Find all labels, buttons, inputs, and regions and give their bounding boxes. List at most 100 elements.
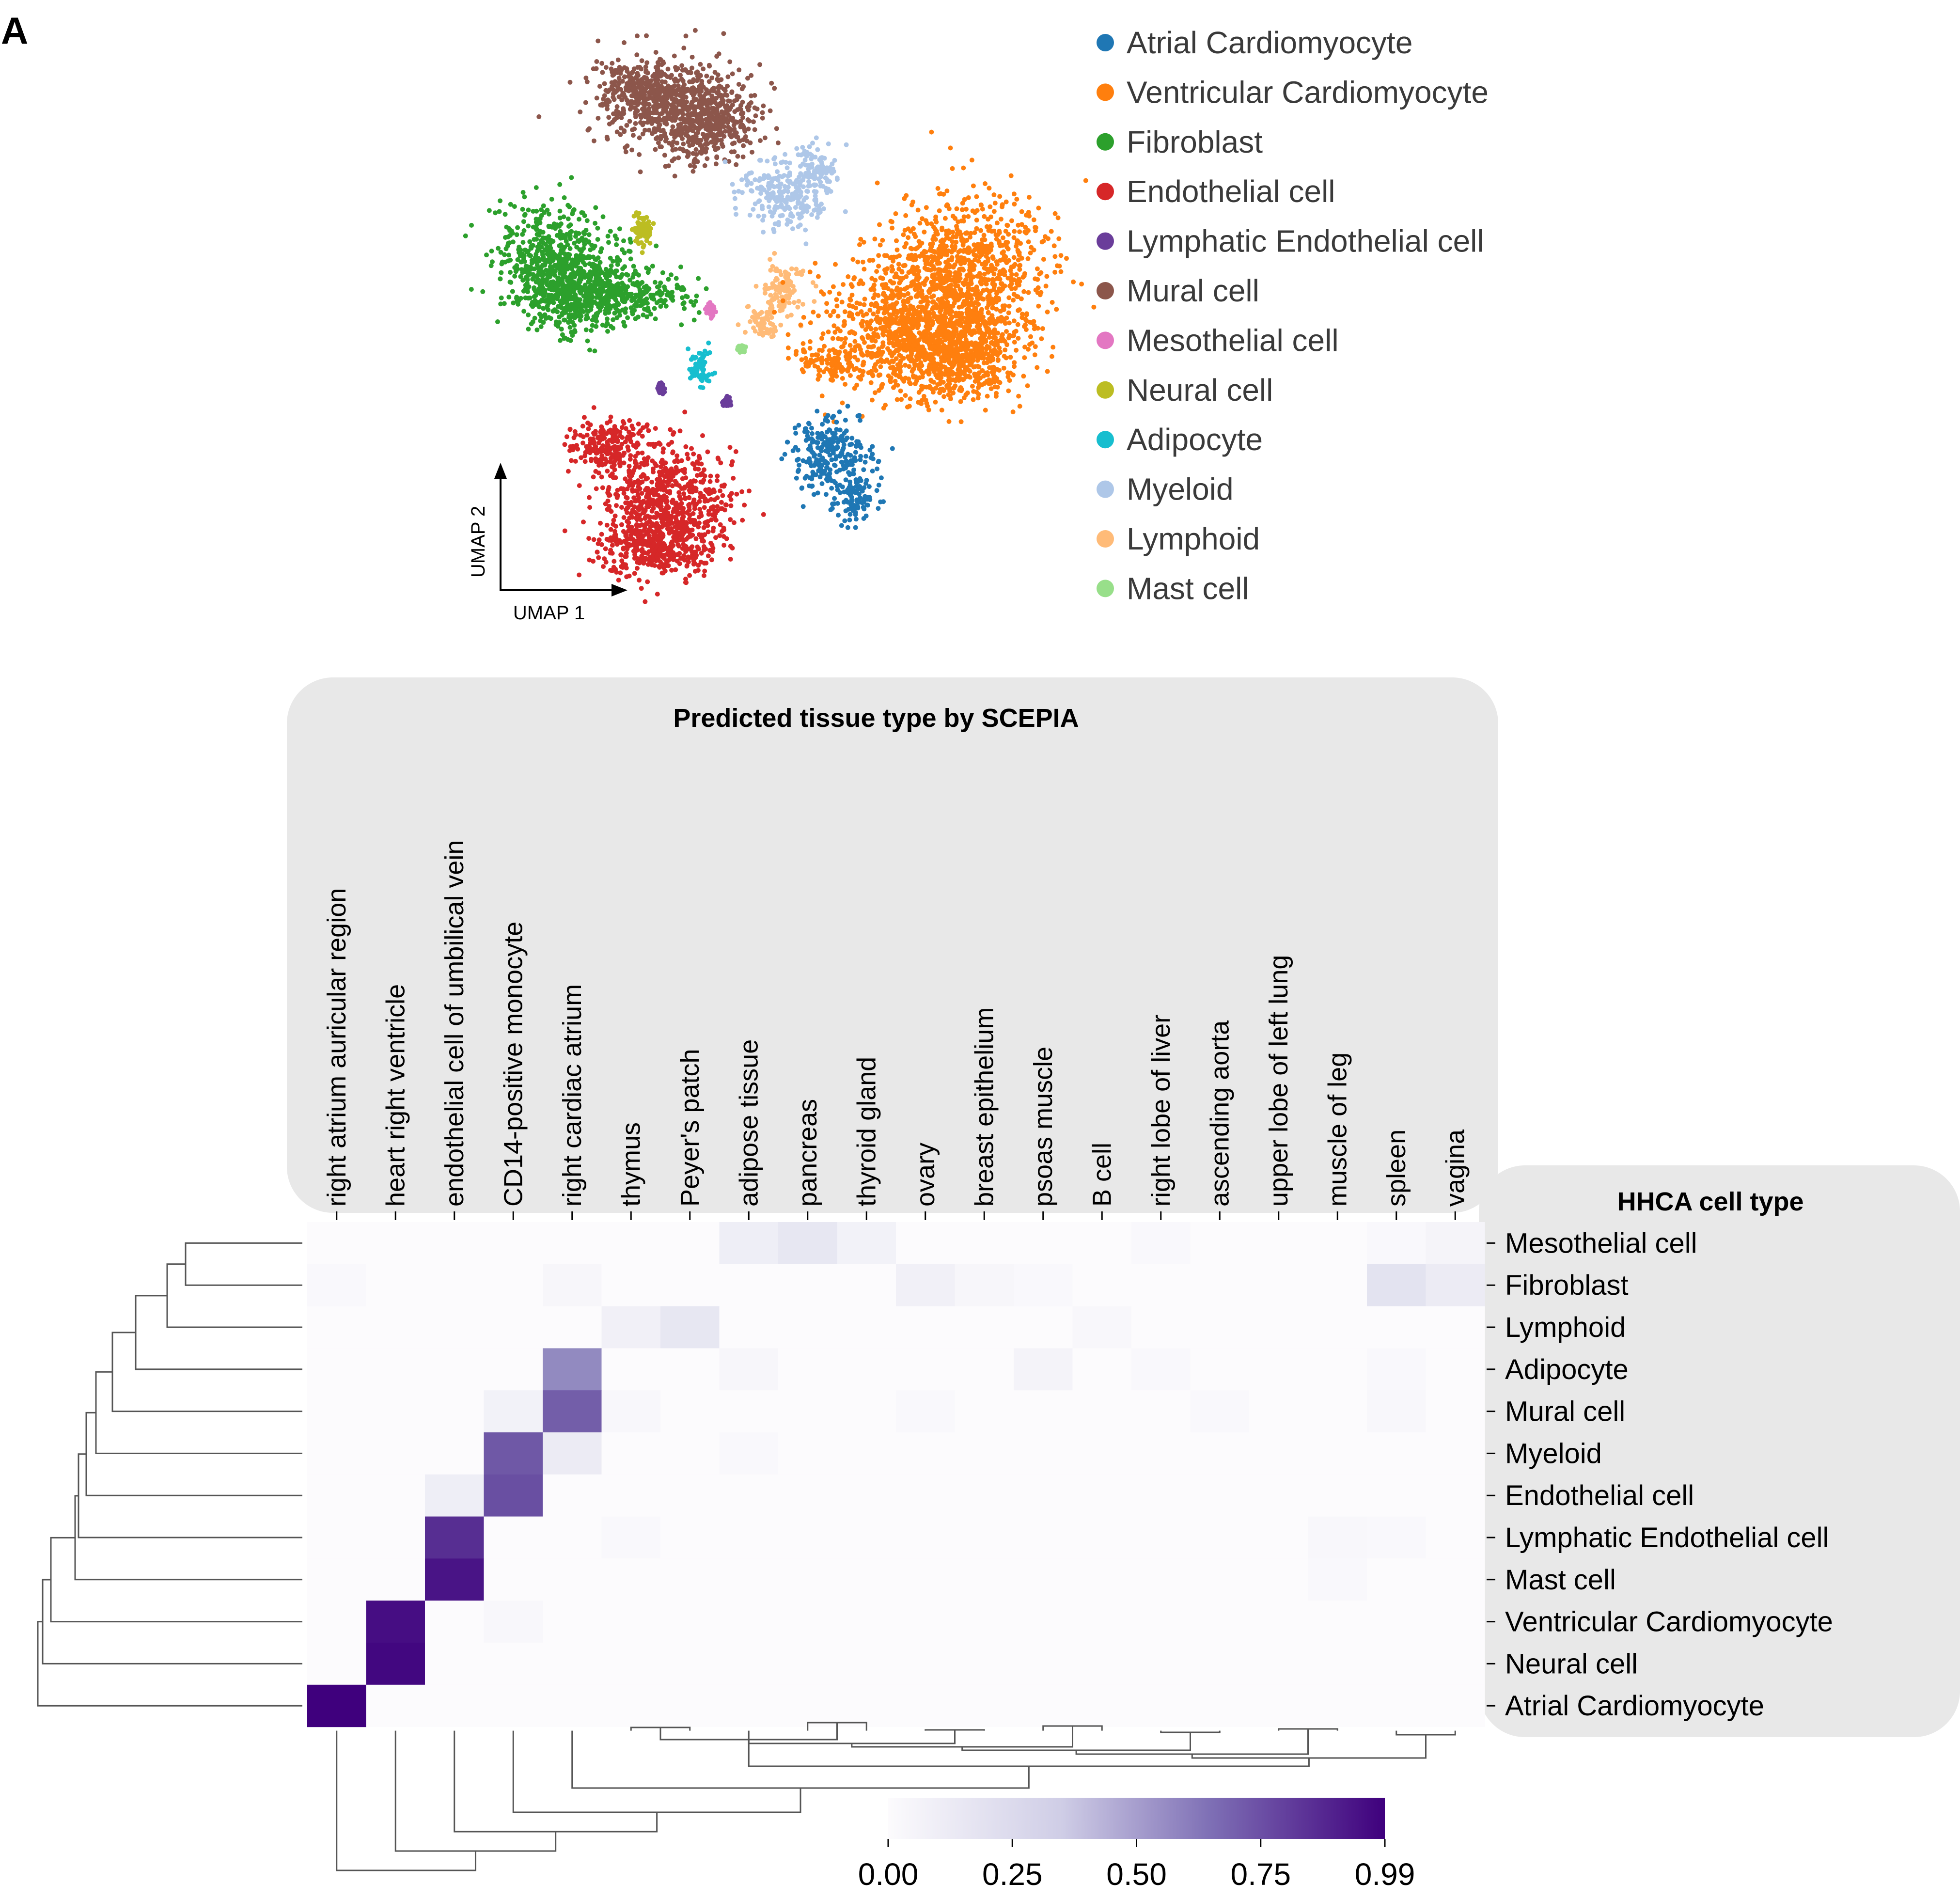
heatmap-cell — [307, 1643, 367, 1685]
heatmap-cell — [837, 1306, 896, 1349]
heatmap-cell — [307, 1474, 367, 1517]
heatmap-cell — [1014, 1264, 1073, 1307]
row-header-panel — [1479, 1165, 1960, 1737]
heatmap-cell — [837, 1222, 896, 1265]
heatmap-cell — [307, 1264, 367, 1307]
heatmap-cell — [1014, 1684, 1073, 1727]
row-label: Ventricular Cardiomyocyte — [1505, 1606, 1833, 1638]
heatmap-cell — [601, 1516, 661, 1559]
heatmap-cell — [1308, 1432, 1367, 1475]
legend-label: Adipocyte — [1127, 422, 1263, 457]
heatmap-cell — [425, 1306, 485, 1349]
heatmap-cell — [484, 1558, 543, 1601]
dendrogram-link — [135, 1295, 302, 1370]
column-label: right atrium auricular region — [322, 888, 351, 1207]
heatmap-cell — [1190, 1264, 1250, 1307]
legend-swatch — [1097, 530, 1114, 548]
heatmap-cell — [1249, 1390, 1309, 1433]
heatmap-cell — [1367, 1601, 1427, 1643]
heatmap-cell — [1072, 1348, 1132, 1391]
umap-axis-x-label: UMAP 1 — [513, 602, 585, 624]
heatmap-cell — [955, 1348, 1014, 1391]
panel-label: A — [1, 9, 28, 52]
heatmap-cell — [719, 1684, 779, 1727]
heatmap-cell — [778, 1601, 838, 1643]
heatmap-cell — [601, 1348, 661, 1391]
heatmap-cell — [1072, 1474, 1132, 1517]
heatmap-cell — [1190, 1601, 1250, 1643]
colorbar-tick-label: 0.75 — [1230, 1857, 1291, 1892]
heatmap-cell — [484, 1306, 543, 1349]
heatmap-cell — [896, 1558, 956, 1601]
heatmap-cell — [425, 1643, 485, 1685]
heatmap-cell — [778, 1348, 838, 1391]
legend-item: Adipocyte — [1097, 422, 1263, 457]
legend-swatch — [1097, 133, 1114, 151]
legend-label: Atrial Cardiomyocyte — [1127, 25, 1412, 60]
legend-swatch — [1097, 282, 1114, 299]
heatmap-cell — [1367, 1558, 1427, 1601]
heatmap-cell — [1014, 1432, 1073, 1475]
column-label: breast epithelium — [970, 1007, 999, 1207]
heatmap-cell — [837, 1516, 896, 1559]
heatmap-cell — [1367, 1348, 1427, 1391]
heatmap-cell — [1367, 1264, 1427, 1307]
legend-label: Lymphatic Endothelial cell — [1127, 224, 1484, 259]
heatmap-cell — [778, 1390, 838, 1433]
column-labels: right atrium auricular region heart right… — [322, 840, 1470, 1220]
legend-label: Myeloid — [1127, 472, 1234, 507]
heatmap-cell — [1190, 1516, 1250, 1559]
heatmap-cell — [1308, 1643, 1367, 1685]
dendrogram-link — [336, 1730, 476, 1871]
heatmap-cell — [1426, 1390, 1485, 1433]
heatmap-cell — [660, 1390, 720, 1433]
column-label: thyroid gland — [852, 1057, 881, 1207]
heatmap-cell — [484, 1601, 543, 1643]
heatmap-cell — [543, 1390, 602, 1433]
legend-item: Myeloid — [1097, 472, 1234, 507]
legend-item: Endothelial cell — [1097, 174, 1335, 209]
umap-cluster — [722, 135, 849, 247]
heatmap-cell — [307, 1516, 367, 1559]
dendrogram-link — [95, 1371, 302, 1454]
heatmap-cell — [1131, 1264, 1191, 1307]
heatmap-cell — [1426, 1516, 1485, 1559]
heatmap-cell — [1131, 1306, 1191, 1349]
heatmap-cell — [425, 1432, 485, 1475]
heatmap-cell — [1072, 1516, 1132, 1559]
dendrogram-link — [111, 1332, 302, 1412]
heatmap-cell — [719, 1432, 779, 1475]
heatmap-cell — [1190, 1390, 1250, 1433]
heatmap-cell — [778, 1558, 838, 1601]
dendrogram-link — [394, 1730, 557, 1852]
dendrogram-link — [748, 1730, 956, 1744]
heatmap-cell — [543, 1684, 602, 1727]
heatmap-cell — [1426, 1684, 1485, 1727]
heatmap-cell — [307, 1306, 367, 1349]
heatmap-cell — [660, 1643, 720, 1685]
umap-arrow-x — [612, 584, 627, 596]
heatmap-cell — [1072, 1684, 1132, 1727]
legend-swatch — [1097, 232, 1114, 250]
heatmap-cell — [1249, 1222, 1309, 1265]
heatmap-cell — [543, 1306, 602, 1349]
heatmap-cell — [1190, 1306, 1250, 1349]
heatmap-cell — [719, 1390, 779, 1433]
legend-label: Lymphoid — [1127, 521, 1260, 556]
heatmap-cell — [1131, 1432, 1191, 1475]
heatmap-cell — [425, 1348, 485, 1391]
heatmap-cell — [1249, 1348, 1309, 1391]
heatmap-cell — [543, 1222, 602, 1265]
colorbar: 0.00 0.25 0.50 0.75 0.99 — [858, 1798, 1415, 1892]
row-label: Mesothelial cell — [1505, 1227, 1697, 1259]
umap-axes: UMAP 1 UMAP 2 — [468, 463, 627, 624]
heatmap-cell — [1308, 1516, 1367, 1559]
legend-swatch — [1097, 381, 1114, 399]
heatmap-cell — [778, 1264, 838, 1307]
heatmap-cell — [1308, 1684, 1367, 1727]
umap-cluster — [735, 343, 748, 355]
column-label: endothelial cell of umbilical vein — [440, 840, 469, 1207]
dendrogram-link — [185, 1242, 302, 1286]
heatmap-cell — [366, 1601, 425, 1643]
heatmap-cell — [484, 1222, 543, 1265]
